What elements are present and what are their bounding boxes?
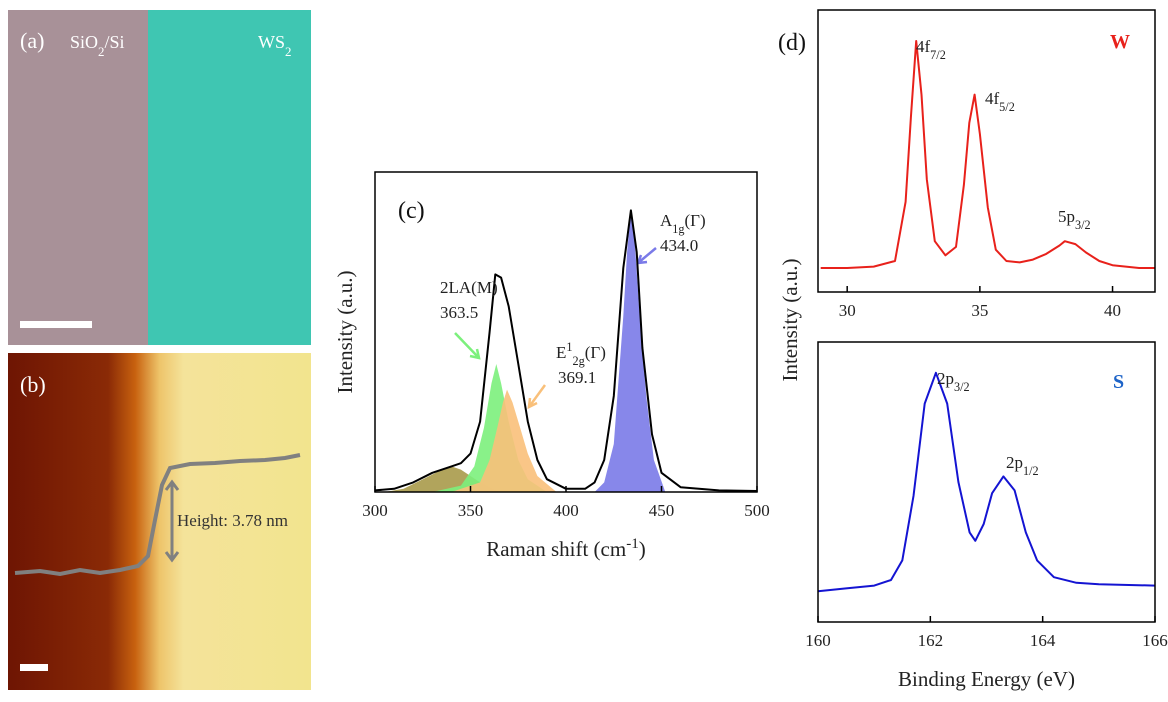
text-segment: E <box>556 343 566 362</box>
element-label: W <box>1110 31 1130 53</box>
x-tick-label: 162 <box>918 631 944 650</box>
annotation-arrow <box>636 247 657 265</box>
line <box>374 209 758 492</box>
text-segment: 3/2 <box>1075 218 1091 232</box>
peak-label: 2p1/2 <box>1006 453 1039 478</box>
peak-label: 363.5 <box>440 303 478 322</box>
height-arrow <box>164 479 180 563</box>
text-segment: -1 <box>626 536 639 552</box>
element-label: S <box>1113 371 1124 393</box>
text-segment: SiO <box>70 32 98 52</box>
text-segment: ) <box>639 537 646 561</box>
text-segment: 2g <box>573 354 585 368</box>
text-segment: (Γ) <box>685 211 706 230</box>
text-segment: 7/2 <box>930 48 946 62</box>
scale-bar <box>20 321 92 328</box>
x-tick-label: 300 <box>362 501 388 520</box>
x-tick-label: 164 <box>1030 631 1056 650</box>
y-axis-label: Intensity (a.u.) <box>333 270 357 393</box>
text-segment: 5p <box>1058 207 1075 226</box>
peak-label: 4f5/2 <box>985 89 1015 114</box>
ws2-region <box>148 10 311 345</box>
region-label: WS2 <box>258 32 291 59</box>
line <box>817 371 1156 593</box>
text-segment: 2p <box>1006 453 1023 472</box>
x-tick-label: 450 <box>649 501 675 520</box>
line <box>820 40 1155 269</box>
text-segment: A <box>660 211 673 230</box>
afm-image <box>8 353 311 690</box>
text-segment: 1g <box>672 222 684 236</box>
text-segment: WS <box>258 32 285 52</box>
text-segment: /Si <box>105 32 125 52</box>
annotation-arrow <box>454 332 481 360</box>
peak-label: 2p3/2 <box>937 369 970 394</box>
text-segment: 2 <box>98 44 104 59</box>
panel-label: (a) <box>20 28 44 53</box>
text-segment: 4f <box>985 89 1000 108</box>
area <box>451 389 557 492</box>
panel-label: (d) <box>778 30 806 56</box>
x-tick-label: 166 <box>1142 631 1168 650</box>
x-tick-label: 400 <box>553 501 579 520</box>
peak-label: 5p3/2 <box>1058 207 1091 232</box>
x-tick-label: 350 <box>458 501 484 520</box>
x-axis-label: Binding Energy (eV) <box>898 667 1075 691</box>
peak-label: A1g(Γ) <box>660 211 706 236</box>
plot-frame <box>817 341 1156 623</box>
x-axis-label: Raman shift (cm-1) <box>486 536 646 561</box>
substrate-region <box>8 10 148 345</box>
x-tick-label: 40 <box>1104 301 1121 320</box>
x-tick-label: 30 <box>839 301 856 320</box>
scale-bar <box>20 664 48 671</box>
panel-label: (c) <box>398 198 425 224</box>
text-segment: 5/2 <box>999 100 1015 114</box>
panel-label: (b) <box>20 372 46 397</box>
text-segment: (Γ) <box>585 343 606 362</box>
peak-label: 434.0 <box>660 236 698 255</box>
text-segment: 2p <box>937 369 954 388</box>
text-segment: 3/2 <box>954 380 970 394</box>
plot-frame <box>817 9 1156 293</box>
peak-label: 4f7/2 <box>916 37 946 62</box>
peak-label: E12g(Γ) <box>556 340 606 368</box>
height-label: Height: 3.78 nm <box>177 511 288 530</box>
height-profile <box>14 453 301 577</box>
text-segment: 1/2 <box>1023 464 1039 478</box>
y-axis-label: Intensity (a.u.) <box>778 258 802 381</box>
text-segment: Raman shift (cm <box>486 537 626 561</box>
peak-label: 2LA(M) <box>440 278 498 297</box>
annotation-arrow <box>527 384 547 410</box>
x-tick-label: 500 <box>744 501 770 520</box>
region-label: SiO2/Si <box>70 32 125 59</box>
text-segment: 4f <box>916 37 931 56</box>
text-segment: 2 <box>285 44 291 59</box>
peak-label: 369.1 <box>558 368 596 387</box>
text-segment: 1 <box>566 340 572 354</box>
x-tick-label: 35 <box>971 301 988 320</box>
area <box>594 210 666 492</box>
x-tick-label: 160 <box>805 631 831 650</box>
